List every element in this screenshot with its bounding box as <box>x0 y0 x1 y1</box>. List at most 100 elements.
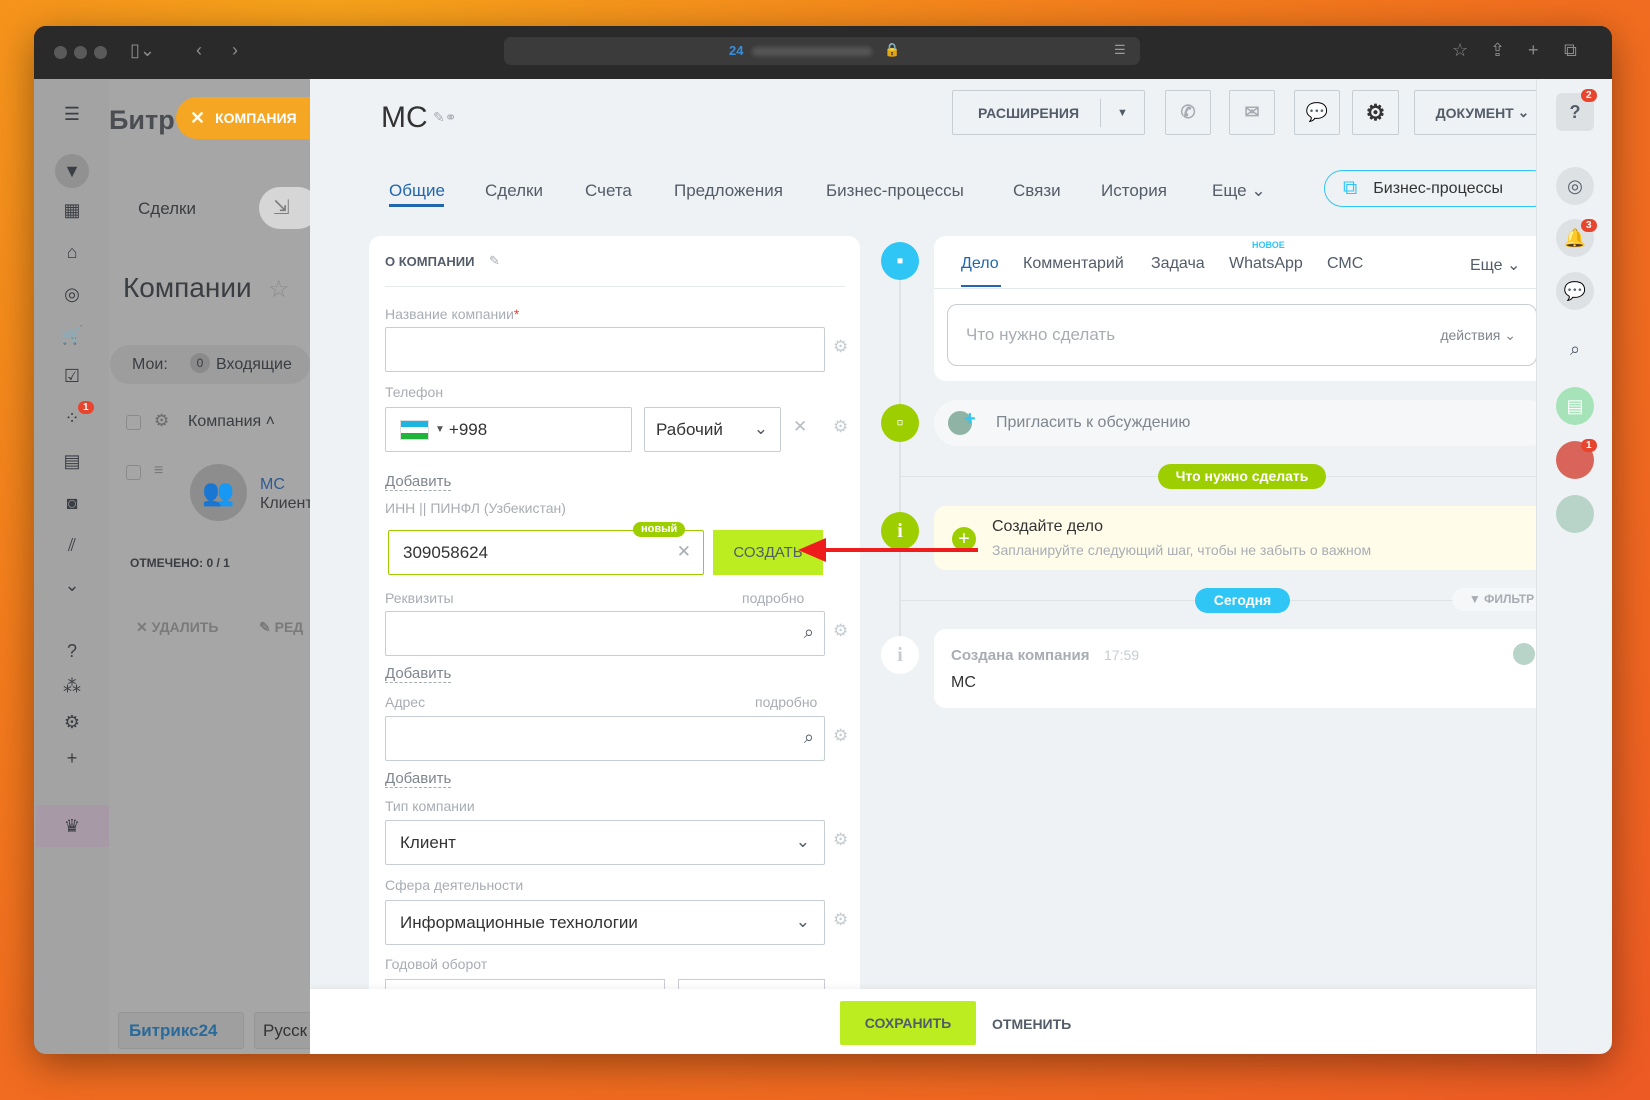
country-caret-icon[interactable]: ▼ <box>435 424 445 435</box>
requisites-more-link[interactable]: подробно <box>742 590 805 606</box>
close-window-button[interactable] <box>54 46 67 59</box>
contacts-icon[interactable]: ▤ <box>63 451 81 471</box>
menu-icon[interactable]: ☰ <box>63 104 81 124</box>
caret-down-icon[interactable]: ▼ <box>1100 99 1144 127</box>
search-icon[interactable]: ⌕ <box>803 727 814 747</box>
email-button[interactable]: ✉ <box>1229 90 1275 135</box>
tab-invoices[interactable]: Счета <box>585 181 632 200</box>
address-more-link[interactable]: подробно <box>755 694 818 710</box>
crown-icon[interactable]: ♛ <box>63 816 81 836</box>
address-input[interactable]: ⌕ <box>385 716 825 761</box>
chat-button[interactable]: 💬 <box>1294 90 1340 135</box>
field-settings-icon[interactable]: ⚙ <box>833 337 849 356</box>
user-avatar[interactable] <box>1556 495 1594 533</box>
row-menu-icon[interactable]: ≡ <box>154 462 164 479</box>
collapse-icon[interactable]: ⇲ <box>259 187 319 229</box>
field-settings-icon[interactable]: ⚙ <box>833 910 849 929</box>
add-phone-link[interactable]: Добавить <box>385 473 452 491</box>
tab-task[interactable]: Задача <box>1151 255 1205 272</box>
phone-button[interactable]: ✆ <box>1165 90 1211 135</box>
add-address-link[interactable]: Добавить <box>385 770 452 788</box>
tab-more[interactable]: Еще ⌄ <box>1212 181 1266 200</box>
tab-deals[interactable]: Сделки <box>485 181 543 200</box>
cancel-button[interactable]: ОТМЕНИТЬ <box>992 1016 1072 1032</box>
footer-logo[interactable]: Битрикс24 <box>118 1012 244 1049</box>
tab-comment[interactable]: Комментарий <box>1023 255 1124 272</box>
close-slider-tab[interactable]: ✕ КОМПАНИЯ <box>176 97 310 139</box>
news-icon[interactable]: ▤ <box>1556 387 1594 425</box>
tab-sms[interactable]: СМС <box>1327 255 1364 272</box>
share-icon[interactable]: ⇪ <box>1490 40 1506 60</box>
row-checkbox[interactable] <box>126 465 141 480</box>
settings-icon[interactable]: ⚙ <box>63 712 81 732</box>
address-bar[interactable]: 24 🔒 ☰ <box>504 37 1140 65</box>
add-requisite-link[interactable]: Добавить <box>385 665 452 683</box>
company-link[interactable]: МС <box>260 476 285 493</box>
extensions-button[interactable]: РАСШИРЕНИЯ ▼ <box>952 90 1145 135</box>
cart-icon[interactable]: 🛒 <box>61 325 84 345</box>
company-name-input[interactable] <box>385 327 825 372</box>
tab-activity[interactable]: Дело <box>961 255 999 272</box>
inn-input[interactable]: 309058624 ✕ <box>388 530 704 575</box>
column-header-company[interactable]: Компания ˄ <box>188 413 276 430</box>
new-tab-icon[interactable]: + <box>1528 40 1539 60</box>
back-icon[interactable]: ‹ <box>196 40 202 60</box>
sidebar-toggle-icon[interactable]: ▯⌄ <box>130 40 155 60</box>
remove-phone-icon[interactable]: ✕ <box>793 417 808 436</box>
more-icon[interactable]: ⌄ <box>64 575 80 595</box>
search-icon[interactable]: ⌕ <box>1569 339 1581 359</box>
clear-icon[interactable]: ✕ <box>676 542 691 561</box>
edit-button[interactable]: ✎ РЕД <box>259 619 304 635</box>
tab-more[interactable]: Еще ⌄ <box>1470 257 1521 274</box>
settings-button[interactable]: ⚙ <box>1352 90 1399 135</box>
help-icon[interactable]: ? <box>1556 93 1594 131</box>
phone-type-select[interactable]: Рабочий ⌄ <box>644 407 781 452</box>
help-icon[interactable]: ? <box>66 641 77 661</box>
target-icon[interactable]: ◎ <box>64 284 80 304</box>
select-all-checkbox[interactable] <box>126 415 141 430</box>
add-icon[interactable]: + <box>66 748 78 768</box>
filter-item[interactable]: Входящие <box>216 356 292 373</box>
tariff-item[interactable] <box>36 805 109 847</box>
phone-input[interactable]: ▼ +998 <box>385 407 632 452</box>
bookmark-star-icon[interactable]: ☆ <box>1452 40 1469 60</box>
field-settings-icon[interactable]: ⚙ <box>833 417 849 436</box>
edit-title-icon[interactable]: ✎⚭ <box>433 109 457 125</box>
language-button[interactable]: Русск <box>254 1012 314 1049</box>
document-button[interactable]: ДОКУМЕНТ ⌄ <box>1414 90 1536 135</box>
requisites-input[interactable]: ⌕ <box>385 611 825 656</box>
reader-icon[interactable]: ☰ <box>1114 42 1126 57</box>
groups-icon[interactable]: ⁘ <box>64 408 80 428</box>
crm-icon[interactable]: ◎ <box>1556 167 1594 205</box>
sites-icon[interactable]: ⫽ <box>67 535 77 555</box>
industry-select[interactable]: Информационные технологии ⌄ <box>385 900 825 945</box>
tabs-overview-icon[interactable]: ⧉ <box>1564 40 1577 60</box>
structure-icon[interactable]: ⁂ <box>63 676 81 696</box>
store-icon[interactable]: ⌂ <box>66 242 78 262</box>
todo-input[interactable]: Что нужно сделать действия ⌄ <box>947 304 1536 366</box>
field-settings-icon[interactable]: ⚙ <box>833 726 849 745</box>
calendar-icon[interactable]: ▦ <box>63 200 81 220</box>
actions-dropdown[interactable]: действия ⌄ <box>1440 327 1516 343</box>
save-button[interactable]: СОХРАНИТЬ <box>840 1001 976 1045</box>
field-settings-icon[interactable]: ⚙ <box>833 621 849 640</box>
tab-whatsapp[interactable]: WhatsApp <box>1229 255 1303 272</box>
tab-business-processes[interactable]: Бизнес-процессы <box>826 181 964 200</box>
tab-general[interactable]: Общие <box>389 181 445 200</box>
create-activity-card[interactable]: + Создайте дело Запланируйте следующий ш… <box>934 506 1536 570</box>
robot-icon[interactable]: ◙ <box>66 493 78 513</box>
filter-button[interactable]: ▼ ФИЛЬТР <box>1452 588 1536 611</box>
delete-button[interactable]: ✕ УДАЛИТЬ <box>136 619 219 635</box>
deals-link[interactable]: Сделки <box>138 199 196 218</box>
search-icon[interactable]: ⌕ <box>803 622 814 642</box>
edit-section-icon[interactable]: ✎ <box>489 253 500 268</box>
add-icon[interactable]: + <box>952 527 976 551</box>
forward-icon[interactable]: › <box>232 40 238 60</box>
tasks-icon[interactable]: ☑ <box>63 366 81 386</box>
favorite-star-icon[interactable]: ☆ <box>268 276 290 303</box>
filter-bar[interactable]: Мои: 0 Входящие <box>110 345 310 384</box>
crm-funnel-icon[interactable]: ▼ <box>55 154 89 188</box>
tab-links[interactable]: Связи <box>1013 181 1061 200</box>
messenger-icon[interactable]: 💬 <box>1556 272 1594 310</box>
tab-history[interactable]: История <box>1101 181 1167 200</box>
